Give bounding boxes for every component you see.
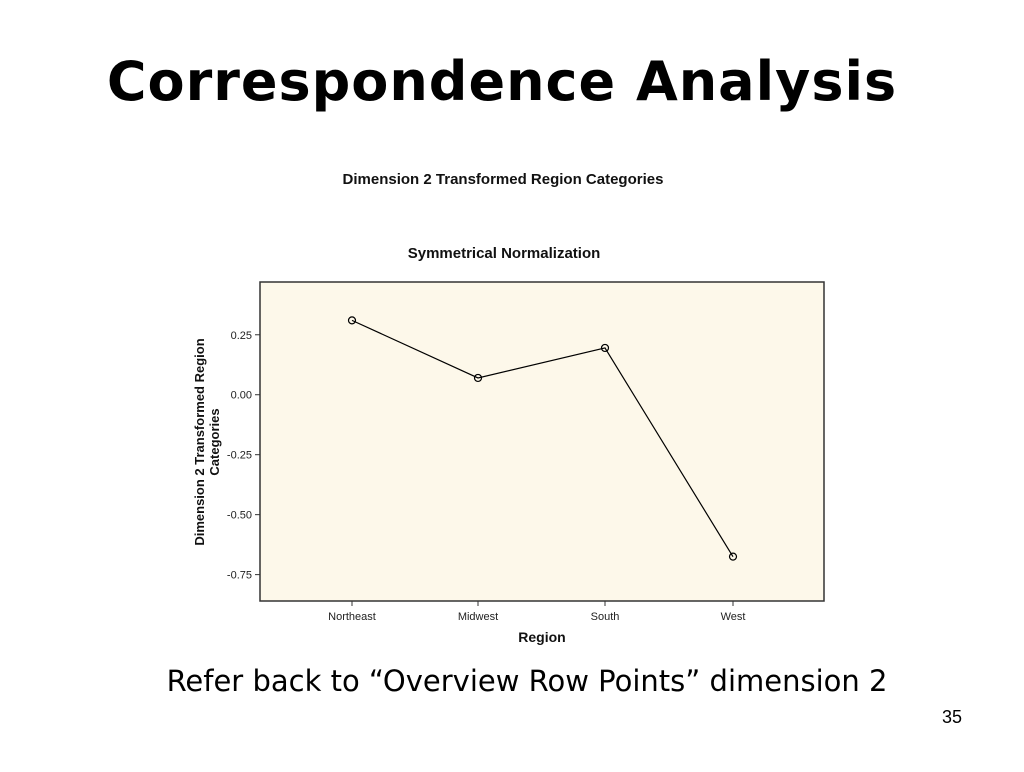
page-number: 35 <box>941 707 962 727</box>
y-axis: 0.25 0.00 -0.25 -0.50 -0.75 <box>227 330 260 582</box>
x-tick-label: Midwest <box>458 611 498 623</box>
chart-title: Dimension 2 Transformed Region Categorie… <box>343 171 664 188</box>
data-point <box>473 373 483 383</box>
x-tick-label: South <box>591 611 620 623</box>
slide-caption: Refer back to “Overview Row Points” dime… <box>166 664 888 698</box>
data-point <box>728 552 738 561</box>
x-tick-label: Northeast <box>328 611 376 623</box>
slide-title: Correspondence Analysis <box>106 50 898 113</box>
x-tick-label: West <box>721 611 746 623</box>
data-point <box>347 316 357 325</box>
data-point <box>600 343 610 353</box>
chart-subtitle: Symmetrical Normalization <box>408 245 601 262</box>
y-tick-label: -0.25 <box>227 450 252 462</box>
series-line <box>351 319 734 557</box>
y-tick-label: -0.75 <box>227 570 252 582</box>
y-tick-label: 0.25 <box>231 330 252 342</box>
y-tick-label: 0.00 <box>231 390 252 402</box>
y-axis-label-line-1: Dimension 2 Transformed Region <box>192 338 207 545</box>
y-tick-label: -0.50 <box>227 510 252 522</box>
series-line-group <box>347 316 738 561</box>
plot-area <box>259 281 825 602</box>
x-axis-label: Region <box>518 629 565 645</box>
y-axis-label-line-2: Categories <box>207 408 222 475</box>
x-axis: Northeast Midwest South West <box>328 601 745 623</box>
